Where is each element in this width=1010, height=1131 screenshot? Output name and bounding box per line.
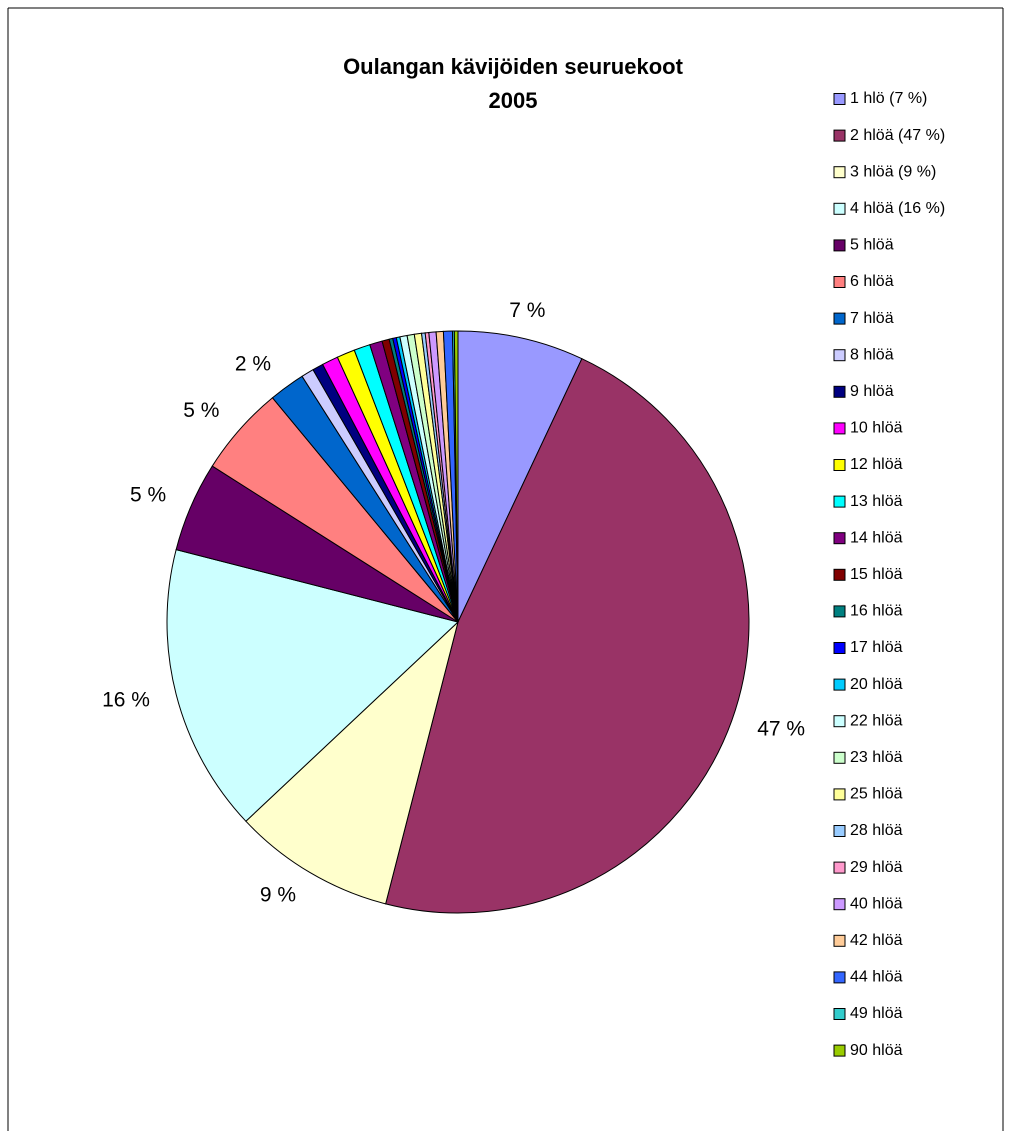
legend-label: 10 hlöä <box>850 420 903 437</box>
legend-label: 14 hlöä <box>850 529 903 546</box>
legend-label: 20 hlöä <box>850 676 903 693</box>
legend-label: 12 hlöä <box>850 456 903 473</box>
legend-label: 28 hlöä <box>850 822 903 839</box>
legend-swatch <box>833 166 846 179</box>
data-label: 5 % <box>130 483 166 506</box>
data-label: 9 % <box>260 883 296 906</box>
legend-label: 5 hlöä <box>850 237 894 254</box>
legend-swatch <box>833 93 846 105</box>
legend-label: 4 hlöä (16 %) <box>850 200 945 217</box>
pie-slice <box>457 330 583 623</box>
legend-swatch <box>833 898 846 911</box>
legend-swatch <box>833 861 846 874</box>
legend-swatch <box>833 312 846 325</box>
legend-label: 9 hlöä <box>850 383 894 400</box>
legend-swatch <box>833 934 846 947</box>
legend-swatch <box>833 568 846 581</box>
legend-swatch <box>833 385 846 398</box>
pie-slice <box>245 620 459 905</box>
chart-title: Oulangan kävijöiden seuruekoot <box>343 54 684 79</box>
legend-swatch <box>833 1044 846 1057</box>
legend-swatch <box>833 129 846 142</box>
legend-label: 7 hlöä <box>850 310 894 327</box>
legend-swatch <box>833 751 846 764</box>
legend-swatch <box>833 459 846 471</box>
legend-label: 15 hlöä <box>850 566 903 583</box>
legend-label: 23 hlöä <box>850 749 903 766</box>
legend-label: 49 hlöä <box>850 1005 903 1022</box>
legend-label: 2 hlöä (47 %) <box>850 127 945 144</box>
legend-label: 16 hlöä <box>850 603 903 620</box>
data-label: 5 % <box>183 399 219 422</box>
legend-swatch <box>833 202 846 215</box>
legend-label: 3 hlöä (9 %) <box>850 163 936 180</box>
data-label: 2 % <box>235 352 271 375</box>
legend-label: 6 hlöä <box>850 273 894 290</box>
legend-label: 13 hlöä <box>850 493 903 510</box>
pie-slice <box>385 358 750 914</box>
legend-swatch <box>833 825 846 837</box>
legend-swatch <box>833 971 846 984</box>
legend-label: 25 hlöä <box>850 786 903 803</box>
legend-swatch <box>833 788 846 801</box>
legend-label: 1 hlö (7 %) <box>850 90 927 107</box>
chart-subtitle: 2005 <box>489 88 538 113</box>
legend-label: 29 hlöä <box>850 859 903 876</box>
legend-swatch <box>833 276 846 288</box>
legend-swatch <box>833 532 846 545</box>
legend-swatch <box>833 239 846 252</box>
legend-label: 17 hlöä <box>850 639 903 656</box>
legend-label: 40 hlöä <box>850 895 903 912</box>
legend-swatch <box>833 1008 846 1020</box>
legend-swatch <box>833 678 846 691</box>
legend-label: 42 hlöä <box>850 932 903 949</box>
data-label: 16 % <box>102 689 150 712</box>
data-label: 47 % <box>757 717 805 740</box>
legend-swatch <box>833 349 846 362</box>
legend-label: 22 hlöä <box>850 712 903 729</box>
data-label: 7 % <box>509 299 545 322</box>
legend-swatch <box>833 642 846 654</box>
legend-swatch <box>833 715 846 728</box>
pie-slice <box>453 330 459 623</box>
legend-label: 8 hlöä <box>850 346 894 363</box>
legend-label: 44 hlöä <box>850 969 903 986</box>
legend-swatch <box>833 495 846 508</box>
legend-swatch <box>833 422 846 435</box>
legend-swatch <box>833 605 846 618</box>
legend-label: 90 hlöä <box>850 1042 903 1059</box>
pie-slice <box>166 549 460 822</box>
